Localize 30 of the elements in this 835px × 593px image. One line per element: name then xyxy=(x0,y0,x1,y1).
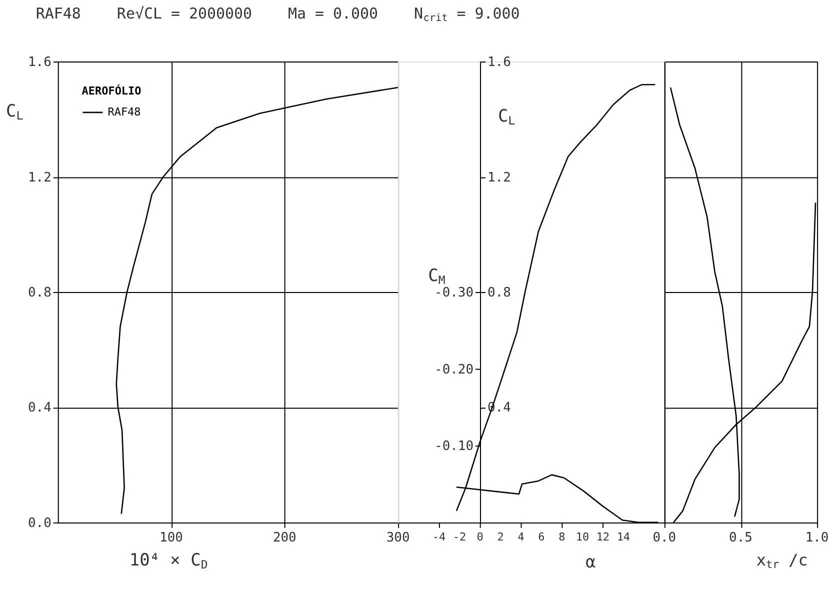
x-tick-label: 0 xyxy=(476,530,484,544)
x-tick-label: 1.0 xyxy=(805,530,829,546)
y2-tick-label: -0.10 xyxy=(434,439,474,454)
x-tick-label: 8 xyxy=(558,530,566,544)
y2-tick-label: -0.30 xyxy=(434,285,474,300)
x-tick-label: 10 xyxy=(576,530,590,544)
y-tick-label: 0.8 xyxy=(28,285,52,300)
y-tick-label: 1.2 xyxy=(28,170,52,186)
y-tick-label: 1.2 xyxy=(487,170,511,186)
y2-tick-label: -0.20 xyxy=(434,362,474,378)
y-tick-label: 0.4 xyxy=(28,400,52,416)
x-tick-label: 100 xyxy=(160,530,183,546)
y-tick-label: 1.6 xyxy=(487,55,511,70)
x-tick-label: 12 xyxy=(596,530,610,544)
legend-label: RAF48 xyxy=(108,105,141,118)
x-tick-label: 4 xyxy=(518,530,525,544)
x-axis-title: α xyxy=(585,551,596,572)
x-tick-label: 200 xyxy=(272,530,296,546)
x-tick-label: -4 xyxy=(432,530,446,544)
x-tick-label: 300 xyxy=(386,530,410,546)
x-tick-label: 14 xyxy=(616,530,630,544)
x-tick-label: 0.0 xyxy=(652,530,676,546)
y-tick-label: 0.8 xyxy=(487,285,511,300)
x-tick-label: -2 xyxy=(452,530,466,544)
legend-title: AEROFÓLIO xyxy=(82,83,142,98)
x-tick-label: 0.5 xyxy=(729,530,752,546)
x-tick-label: 6 xyxy=(538,530,545,544)
y-tick-label: 0.0 xyxy=(28,516,52,531)
y-tick-label: 1.6 xyxy=(28,55,52,70)
x-tick-label: 2 xyxy=(497,530,504,544)
